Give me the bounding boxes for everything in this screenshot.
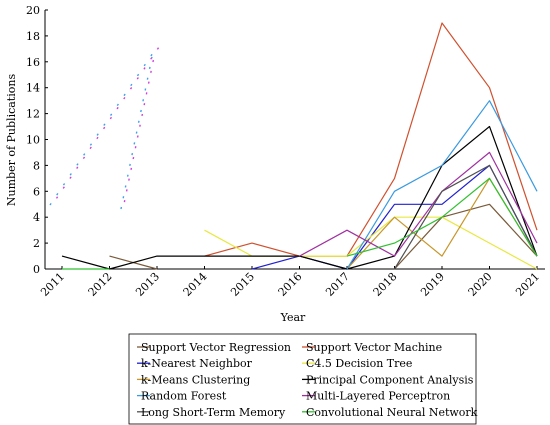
x-tick-label: 2015 [228, 270, 257, 299]
legend-label: Principal Component Analysis [306, 373, 474, 386]
y-tick-label: 16 [26, 56, 40, 69]
x-tick-label: 2013 [133, 270, 162, 299]
series-line-multi-layered-perceptron [299, 151, 538, 257]
y-tick-label: 10 [26, 134, 40, 147]
y-tick-label: 8 [33, 159, 40, 172]
x-tick-label: 2016 [276, 270, 305, 299]
x-tick-label: 2014 [181, 270, 210, 299]
y-tick-label: 14 [26, 82, 40, 95]
legend-label: Multi-Layered Perceptron [306, 390, 450, 403]
legend-label: Long Short-Term Memory [141, 406, 286, 419]
legend: Support Vector Regression Support Vector … [128, 333, 478, 425]
y-tick-label: 4 [33, 211, 40, 224]
dash-trace [122, 56, 155, 210]
dash-trace [49, 46, 158, 206]
legend-label: Convolutional Neural Network [306, 406, 478, 419]
legend-label: Support Vector Regression [141, 341, 291, 354]
legend-label: k-Means Clustering [141, 373, 250, 386]
x-tick-label: 2019 [418, 270, 447, 299]
x-tick-label: 2018 [371, 270, 400, 299]
legend-label: Support Vector Machine [306, 341, 442, 354]
series-line-random-forest [346, 100, 538, 270]
x-axis-title: Year [280, 311, 306, 324]
y-tick-label: 6 [33, 185, 40, 198]
dash-trace [51, 46, 160, 206]
y-axis-title: Number of Publications [5, 74, 18, 207]
y-tick-label: 18 [26, 30, 40, 43]
dash-trace [120, 56, 153, 210]
y-ticks: 0 2 4 6 8 10 12 14 16 18 20 [26, 4, 48, 276]
y-tick-label: 12 [26, 108, 40, 121]
x-tick-label: 2017 [323, 270, 352, 299]
y-tick-label: 0 [33, 263, 40, 276]
x-tick-label: 2011 [38, 270, 67, 299]
series-line-convolutional-neural-network [346, 177, 538, 257]
y-tick-label: 2 [33, 237, 40, 250]
series-lines [61, 22, 538, 270]
x-tick-label: 2020 [466, 270, 495, 299]
series-line-support-vector-regression [394, 203, 538, 270]
y-tick-label: 20 [26, 4, 40, 17]
legend-items: Support Vector Regression Support Vector … [137, 341, 478, 419]
legend-label: C4.5 Decision Tree [306, 357, 412, 370]
x-tick-label: 2021 [513, 270, 542, 299]
x-ticks: 2011 2012 2013 2014 2015 2016 2017 2018 2019 2020… [38, 266, 542, 299]
decorative-dash-traces [49, 46, 160, 210]
x-tick-label: 2012 [86, 270, 115, 299]
legend-label: Random Forest [141, 390, 227, 403]
legend-label: k-Nearest Neighbor [141, 357, 253, 370]
series-line-support-vector-machine [204, 22, 538, 257]
